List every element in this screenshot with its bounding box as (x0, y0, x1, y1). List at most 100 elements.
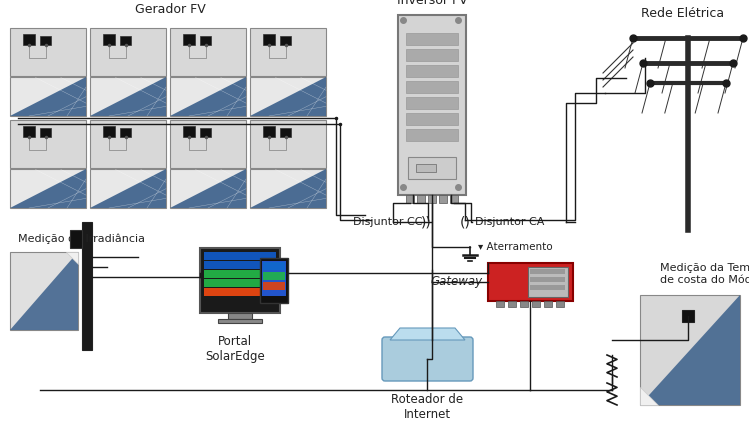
Bar (556, 301, 564, 307)
Bar (170, 28, 246, 76)
Bar (450, 195, 458, 203)
Bar (406, 129, 458, 141)
Bar (23, 126, 35, 137)
Bar (10, 120, 86, 168)
Bar (508, 301, 516, 307)
Bar (200, 248, 280, 313)
Bar (90, 169, 166, 208)
Bar (263, 126, 275, 137)
Bar (204, 288, 276, 296)
Text: Disjuntor CA: Disjuntor CA (475, 217, 545, 227)
Bar (496, 301, 504, 307)
Bar (170, 77, 246, 116)
Bar (218, 319, 262, 323)
Bar (70, 230, 82, 248)
Bar (528, 267, 568, 297)
Bar (170, 169, 246, 208)
Text: )): )) (421, 215, 431, 229)
Polygon shape (10, 252, 78, 330)
Polygon shape (640, 295, 740, 405)
Text: Inversor FV: Inversor FV (397, 0, 467, 7)
Bar (40, 36, 51, 45)
Bar (201, 36, 211, 45)
Bar (640, 295, 740, 405)
Bar (204, 261, 276, 269)
Polygon shape (10, 169, 86, 208)
Bar (204, 279, 276, 287)
Bar (406, 97, 458, 109)
Bar (439, 195, 447, 203)
Bar (170, 120, 246, 168)
Polygon shape (250, 169, 326, 208)
Bar (398, 15, 466, 195)
Bar (10, 28, 86, 76)
Bar (121, 128, 131, 137)
Text: Portal
SolarEdge: Portal SolarEdge (205, 335, 265, 363)
Polygon shape (66, 252, 78, 264)
Bar (40, 128, 51, 137)
Bar (406, 113, 458, 125)
Bar (544, 301, 552, 307)
Bar (406, 49, 458, 61)
Bar (280, 36, 291, 45)
Bar (406, 81, 458, 93)
Text: Gerador FV: Gerador FV (135, 3, 205, 16)
Bar (90, 28, 166, 76)
Polygon shape (390, 328, 465, 340)
Text: Disjuntor CC: Disjuntor CC (353, 217, 422, 227)
Bar (406, 195, 414, 203)
Bar (530, 285, 565, 290)
Bar (228, 313, 252, 319)
Bar (682, 310, 694, 322)
Bar (250, 77, 326, 116)
Polygon shape (640, 387, 658, 405)
Bar (417, 195, 425, 203)
Bar (428, 195, 436, 203)
Text: Gateway: Gateway (431, 276, 483, 289)
Bar (263, 262, 285, 270)
Polygon shape (90, 77, 166, 116)
Bar (90, 120, 166, 168)
Polygon shape (10, 77, 86, 116)
Text: (): () (460, 215, 471, 229)
Bar (250, 169, 326, 208)
Text: Medição da Temeratura
de costa do Módulo FV: Medição da Temeratura de costa do Módulo… (660, 263, 749, 285)
Bar (263, 272, 285, 280)
Bar (10, 77, 86, 116)
Text: Rede Elétrica: Rede Elétrica (641, 7, 724, 20)
Bar (90, 77, 166, 116)
Bar (260, 258, 288, 303)
Bar (103, 34, 115, 45)
Bar (250, 120, 326, 168)
Bar (204, 270, 276, 278)
Bar (280, 128, 291, 137)
Bar (23, 34, 35, 45)
Bar (416, 164, 436, 172)
Bar (263, 34, 275, 45)
Bar (406, 33, 458, 45)
Bar (82, 222, 92, 350)
Polygon shape (170, 77, 246, 116)
Bar (250, 28, 326, 76)
Text: Roteador de
Internet: Roteador de Internet (392, 393, 464, 421)
Bar (520, 301, 528, 307)
Bar (530, 269, 565, 274)
Bar (532, 301, 540, 307)
Bar (406, 65, 458, 77)
Bar (183, 34, 195, 45)
Bar (204, 252, 276, 260)
Bar (263, 282, 285, 290)
FancyBboxPatch shape (382, 337, 473, 381)
Bar (201, 128, 211, 137)
Bar (183, 126, 195, 137)
Text: Medição da Irradiância: Medição da Irradiância (18, 233, 145, 244)
Bar (408, 157, 456, 179)
Text: ▾ Aterramento: ▾ Aterramento (478, 242, 553, 252)
Bar (530, 277, 565, 282)
Bar (10, 169, 86, 208)
Polygon shape (250, 77, 326, 116)
Polygon shape (170, 169, 246, 208)
Bar (262, 261, 286, 296)
Bar (103, 126, 115, 137)
Bar (121, 36, 131, 45)
